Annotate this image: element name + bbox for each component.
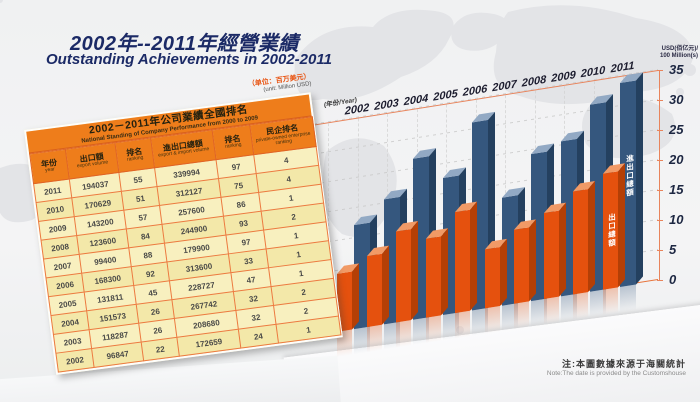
- y-axis-tick: [657, 250, 663, 251]
- bar-side-face: [529, 218, 536, 302]
- y-axis-tick: [657, 70, 663, 71]
- main-title-en: Outstanding Achievements in 2002-2011: [46, 51, 332, 68]
- y-axis-tick: [657, 100, 663, 101]
- y-axis-tick-label: 0: [669, 272, 677, 287]
- y-axis-tick-label: 30: [669, 92, 684, 107]
- bar-series-label: 出口總額: [607, 213, 617, 249]
- bar-front-face: [484, 246, 500, 309]
- bar-front-face: [455, 209, 470, 314]
- y-axis-tick-label: 20: [669, 152, 684, 167]
- bar-side-face: [411, 220, 418, 321]
- y-axis-tick: [657, 160, 663, 161]
- y-axis: 0 5 10 15 20 25 30 35: [657, 62, 699, 287]
- bar-reflection: [619, 284, 636, 318]
- bar-side-face: [588, 181, 595, 293]
- bar-reflection: [425, 315, 441, 348]
- source-note-zh: 注:本圖數據來源于海關統計: [562, 359, 686, 369]
- table-frame: 2002－2011年公司業績全國排名 National Standing of …: [24, 92, 343, 376]
- y-axis-tick-label: 25: [669, 122, 684, 137]
- table-cell: 2002: [55, 348, 95, 373]
- y-axis-unit-line1: USD(佰亿元)/: [661, 46, 698, 52]
- bar-reflection: [602, 287, 618, 320]
- bar-export: [484, 238, 507, 339]
- bar-export: 出口總額: [602, 162, 625, 320]
- y-axis-tick: [657, 190, 663, 191]
- bar-export: [455, 201, 477, 344]
- y-axis-tick-label: 15: [669, 182, 684, 197]
- y-axis-tick: [657, 130, 663, 131]
- ranking-table-wrap: （单位：百万美元） (unit: Million USD) 2002－2011年…: [24, 73, 343, 376]
- bar-export: [366, 245, 389, 358]
- bar-export: [573, 181, 595, 325]
- bar-side-face: [352, 263, 359, 330]
- bar-reflection: [484, 306, 500, 339]
- y-axis-unit-label: USD(佰亿元)/ 100 Million(s): [644, 46, 698, 60]
- y-axis-tick-label: 35: [669, 62, 684, 77]
- bar-reflection: [514, 301, 529, 334]
- y-axis-tick-label: 5: [669, 242, 677, 257]
- bar-front-face: [543, 210, 559, 300]
- y-axis-tick: [657, 280, 663, 281]
- bar-reflection: [455, 310, 470, 344]
- bar-reflection: [543, 296, 559, 330]
- table-cell: 22: [141, 337, 180, 361]
- bar-front-face: [573, 189, 588, 295]
- bar-export: [514, 218, 536, 334]
- bar-front-face: [425, 236, 441, 318]
- y-axis-tick: [657, 220, 663, 221]
- table-cell: 24: [238, 324, 279, 349]
- bar-side-face: [499, 238, 507, 307]
- bar-export: [543, 202, 566, 330]
- bar-side-face: [381, 245, 389, 325]
- y-axis-unit-line2: 100 Million(s): [659, 53, 698, 60]
- bar-front-face: [514, 227, 529, 304]
- bar-export: [396, 220, 418, 353]
- bar-front-face: [396, 228, 411, 323]
- bar-export: [425, 228, 448, 348]
- bar-reflection: [573, 292, 588, 325]
- column-header: 排名 ranking: [114, 138, 155, 173]
- bar-chart-plot: (年份/Year) 2002 2003 2004 2005 2006 2007 2008 20…: [300, 60, 658, 362]
- source-note: 注:本圖數據來源于海關統計 Note:The date is provided …: [547, 359, 686, 378]
- bar-side-face: [617, 162, 625, 288]
- bar-side-face: [558, 202, 566, 297]
- bar-front-face: [366, 253, 382, 328]
- bar-side-face: [635, 72, 643, 285]
- column-header: 年份 year: [29, 149, 70, 184]
- y-axis-tick-label: 10: [669, 212, 684, 227]
- bar-side-face: [440, 228, 448, 316]
- main-title-zh: 2002年--2011年經營業績: [70, 33, 299, 55]
- source-note-en: Note:The date is provided by the Customs…: [546, 370, 686, 378]
- bar-reflection: [396, 320, 411, 353]
- performance-table: 年份 year 出口額 export volume 排名 ranking 進出口總額 expo…: [29, 116, 341, 373]
- bar-reflection: [366, 324, 382, 358]
- bar-side-face: [470, 201, 477, 311]
